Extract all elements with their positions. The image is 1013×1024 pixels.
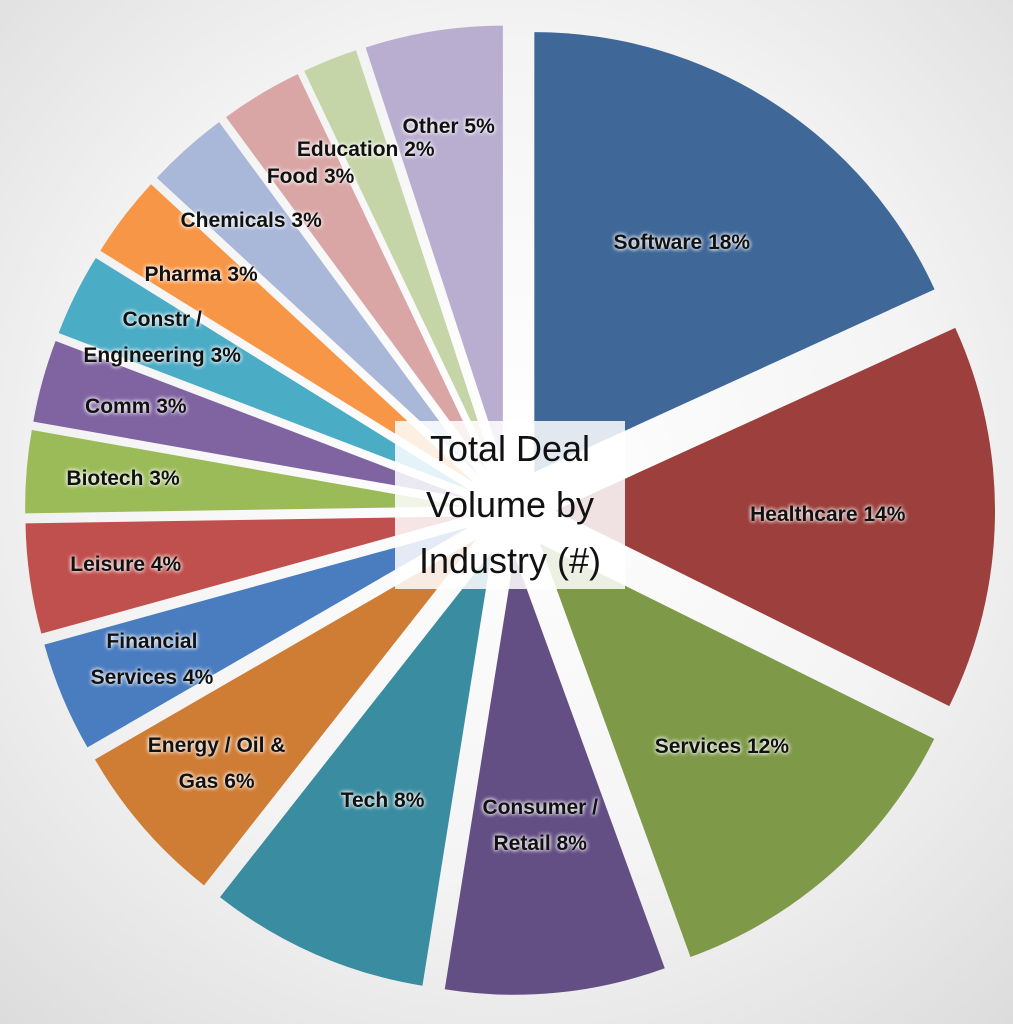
category-label: Consumer / Retail — [482, 796, 598, 856]
value-label: 3% — [156, 394, 187, 418]
slice-label: Biotech 3% — [38, 461, 208, 497]
value-label: 2% — [404, 137, 435, 161]
slice-label: Pharma 3% — [116, 257, 286, 293]
pie-slice — [33, 340, 467, 499]
slice-label: Services 12% — [637, 729, 807, 765]
category-label: Pharma — [144, 262, 222, 286]
value-label: 4% — [150, 553, 182, 577]
slice-label: Software 18% — [597, 225, 767, 261]
value-label: 12% — [747, 734, 790, 758]
value-label: 4% — [182, 665, 214, 689]
pie-slice — [44, 527, 469, 748]
category-label: Financial Services — [90, 629, 198, 689]
category-label: Healthcare — [750, 503, 858, 527]
category-label: Software — [613, 230, 703, 254]
value-label: 3% — [210, 343, 241, 367]
pie-slice — [304, 50, 494, 469]
pie-slice — [444, 554, 665, 995]
value-label: 8% — [556, 832, 587, 856]
slice-label: Energy / Oil & Gas 6% — [132, 728, 302, 800]
pie-slice — [156, 122, 480, 477]
slice-label: Other 5% — [364, 109, 534, 145]
pie-slice — [100, 184, 475, 483]
slice-label: Healthcare 14% — [743, 497, 913, 533]
value-label: 6% — [224, 770, 255, 794]
value-label: 14% — [863, 503, 906, 527]
value-label: 3% — [149, 467, 180, 491]
pie-slice — [94, 539, 476, 886]
category-label: Other — [402, 114, 459, 138]
category-label: Biotech — [66, 467, 144, 491]
slice-label: Consumer / Retail 8% — [455, 790, 625, 862]
pie-slice — [226, 74, 487, 472]
category-label: Services — [654, 734, 742, 758]
pie-slice — [25, 430, 466, 514]
value-label: 5% — [464, 114, 495, 138]
slice-label: Education 2% — [281, 132, 451, 168]
slice-label: Chemicals 3% — [166, 203, 336, 239]
pie-slice — [58, 258, 470, 491]
pie-slice — [365, 25, 503, 466]
chart-title: Total Deal Volume by Industry (#) — [395, 421, 625, 589]
value-label: 3% — [227, 262, 258, 286]
category-label: Leisure — [70, 553, 145, 577]
slice-label: Tech 8% — [298, 783, 468, 819]
slice-label: Financial Services 4% — [67, 624, 237, 696]
value-label: 8% — [394, 789, 425, 813]
pie-slice — [219, 551, 492, 986]
category-label: Energy / Oil & Gas — [147, 734, 286, 794]
category-label: Food — [266, 164, 319, 188]
value-label: 3% — [291, 208, 322, 232]
value-label: 3% — [323, 164, 355, 188]
pie-slice — [534, 32, 935, 473]
slice-label: Constr / Engineering 3% — [77, 302, 247, 374]
category-label: Comm — [85, 394, 151, 418]
category-label: Constr / Engineering — [83, 307, 205, 367]
category-label: Tech — [340, 789, 389, 813]
slice-label: Food 3% — [226, 159, 396, 195]
slice-label: Leisure 4% — [41, 547, 211, 583]
pie-slice — [554, 327, 995, 707]
slice-label: Comm 3% — [51, 389, 221, 425]
pie-slice — [25, 516, 466, 634]
pie-slice — [540, 543, 935, 958]
category-label: Chemicals — [180, 208, 286, 232]
value-label: 18% — [708, 230, 751, 254]
category-label: Education — [296, 137, 399, 161]
